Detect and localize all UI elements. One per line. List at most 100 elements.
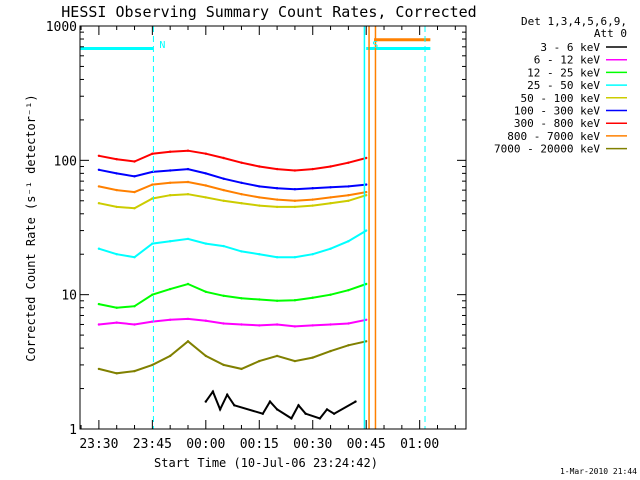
data-point-50-100-kev	[293, 205, 297, 209]
data-point-3-6-kev	[332, 412, 336, 415]
data-point-3-6-kev	[233, 404, 236, 407]
x-tick-label: 00:45	[347, 437, 386, 452]
legend-label-50-100-kev: 50 - 100 keV	[521, 92, 601, 105]
series-line-25-50-kev	[98, 229, 367, 259]
y-tick-label: 100	[54, 154, 77, 169]
data-point-100-300-kev	[311, 187, 314, 190]
data-point-7000-20000-kev	[293, 359, 297, 363]
legend-label-800-7000-kev: 800 - 7000 keV	[507, 130, 600, 143]
data-point-100-300-kev	[222, 177, 225, 180]
data-point-800-7000-kev	[204, 184, 207, 187]
data-point-300-800-kev	[186, 149, 190, 152]
data-point-7000-20000-kev	[275, 354, 279, 358]
marker-label-n: N	[159, 40, 165, 51]
data-point-300-800-kev	[293, 169, 297, 172]
data-point-25-50-kev	[365, 229, 368, 232]
data-point-7000-20000-kev	[365, 340, 368, 343]
data-point-12-25-kev	[97, 302, 101, 306]
data-point-6-12-kev	[329, 323, 332, 326]
data-point-800-7000-kev	[169, 181, 172, 184]
x-axis: 23:30 23:45 00:00 00:15 00:30 00:45 01:00	[79, 26, 456, 452]
legend-label-7000-20000-kev: 7000 - 20000 keV	[494, 143, 600, 156]
data-point-3-6-kev	[268, 400, 272, 403]
x-tick-label: 00:00	[186, 437, 225, 452]
data-point-12-25-kev	[347, 289, 350, 292]
data-point-12-25-kev	[204, 290, 207, 293]
series-line-6-12-kev	[98, 317, 367, 328]
data-point-6-12-kev	[204, 319, 207, 322]
data-point-25-50-kev	[347, 240, 350, 243]
series-line-800-7000-kev	[98, 180, 367, 202]
data-point-12-25-kev	[151, 293, 154, 296]
series-line-12-25-kev	[98, 282, 367, 309]
data-point-300-800-kev	[169, 150, 172, 153]
data-point-100-300-kev	[133, 175, 136, 178]
data-point-6-12-kev	[186, 317, 190, 321]
data-point-50-100-kev	[115, 205, 118, 209]
data-point-25-50-kev	[186, 237, 190, 241]
data-point-800-7000-kev	[293, 199, 297, 202]
legend-label-25-50-kev: 25 - 50 keV	[527, 79, 600, 92]
legend-label-6-12-kev: 6 - 12 keV	[534, 54, 601, 67]
data-point-7000-20000-kev	[151, 363, 154, 367]
data-point-800-7000-kev	[151, 183, 154, 186]
series-line-100-300-kev	[98, 168, 367, 191]
marker-label-s: S	[372, 40, 378, 51]
legend-label-300-800-kev: 300 - 800 keV	[514, 117, 600, 130]
data-point-800-7000-kev	[222, 188, 225, 192]
chart-title: HESSI Observing Summary Count Rates, Cor…	[61, 3, 476, 21]
data-point-6-12-kev	[115, 321, 118, 324]
data-point-7000-20000-kev	[169, 354, 172, 358]
data-point-25-50-kev	[115, 253, 118, 256]
data-point-7000-20000-kev	[115, 372, 118, 375]
data-point-6-12-kev	[275, 323, 279, 326]
data-point-100-300-kev	[169, 169, 172, 172]
series-layer	[97, 149, 368, 420]
data-point-50-100-kev	[365, 194, 368, 197]
data-point-12-25-kev	[115, 306, 118, 309]
data-point-12-25-kev	[275, 299, 279, 302]
data-point-12-25-kev	[186, 282, 190, 286]
data-point-300-800-kev	[347, 161, 350, 164]
data-point-3-6-kev	[290, 417, 293, 420]
data-point-100-300-kev	[258, 185, 261, 188]
data-point-3-6-kev	[354, 400, 357, 403]
data-point-3-6-kev	[275, 408, 279, 411]
data-point-6-12-kev	[365, 318, 368, 321]
data-point-25-50-kev	[311, 253, 314, 256]
data-point-6-12-kev	[222, 322, 225, 325]
data-point-25-50-kev	[169, 240, 172, 243]
plot-frame	[79, 25, 467, 430]
data-point-3-6-kev	[304, 412, 307, 415]
x-axis-label: Start Time (10-Jul-06 23:24:42)	[154, 456, 378, 470]
data-point-7000-20000-kev	[258, 359, 261, 363]
data-point-25-50-kev	[258, 253, 261, 256]
data-point-25-50-kev	[151, 242, 154, 245]
series-line-300-800-kev	[98, 149, 367, 172]
data-point-3-6-kev	[318, 417, 322, 420]
data-point-300-800-kev	[329, 165, 332, 168]
data-point-50-100-kev	[222, 199, 225, 202]
data-point-50-100-kev	[275, 205, 279, 209]
data-point-100-300-kev	[329, 186, 332, 189]
x-tick-label: 01:00	[400, 437, 439, 452]
data-point-50-100-kev	[311, 204, 314, 207]
data-point-6-12-kev	[97, 323, 101, 326]
data-point-100-300-kev	[204, 172, 207, 175]
data-point-12-25-kev	[311, 296, 314, 299]
data-point-800-7000-kev	[258, 196, 261, 199]
data-point-100-300-kev	[365, 183, 368, 186]
y-axis: 1 10 100 1000	[46, 20, 466, 438]
data-point-50-100-kev	[186, 193, 190, 196]
legend-header-line-2: Att 0	[594, 27, 627, 40]
legend-label-3-6-kev: 3 - 6 keV	[540, 41, 600, 54]
data-point-25-50-kev	[329, 247, 332, 250]
data-point-6-12-kev	[347, 322, 350, 325]
data-point-300-800-kev	[115, 158, 118, 161]
data-point-6-12-kev	[169, 318, 172, 321]
data-point-12-25-kev	[222, 294, 225, 297]
data-point-800-7000-kev	[329, 196, 332, 199]
x-tick-label: 00:15	[240, 437, 279, 452]
